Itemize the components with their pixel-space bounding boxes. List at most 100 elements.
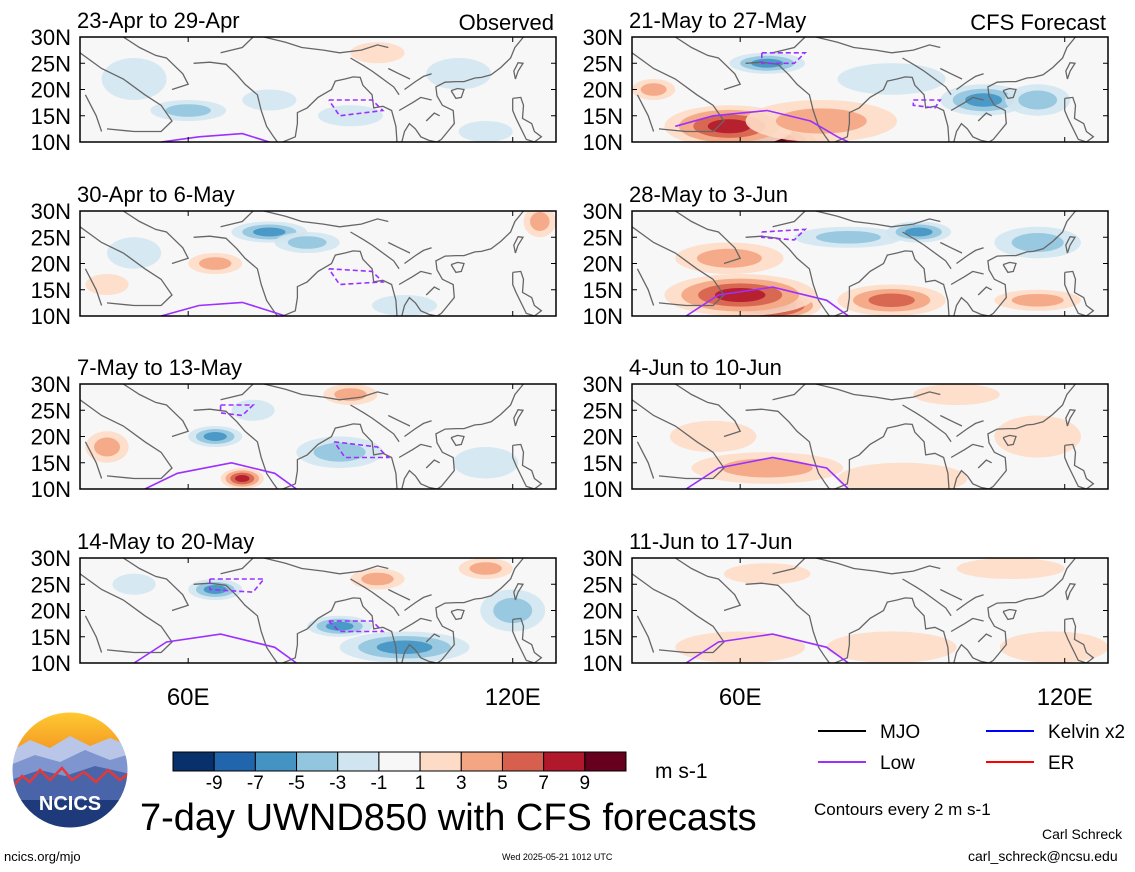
coastline-segment: [950, 270, 984, 286]
coastline-segment: [282, 250, 398, 316]
legend-label: Kelvin x2: [1048, 722, 1125, 743]
anomaly-field: [85, 384, 519, 489]
coastline-segment: [1064, 270, 1095, 316]
coastline-segment: [513, 235, 525, 254]
coastline-segment: [122, 37, 190, 91]
coastlines: [80, 558, 543, 663]
anomaly-blob: [350, 42, 405, 64]
coastline-segment: [632, 226, 725, 307]
coastline-segment: [404, 247, 432, 265]
coastlines: [632, 384, 1095, 489]
y-tick-label: 10N: [583, 304, 623, 329]
coastline-segment: [220, 558, 254, 575]
anomaly-field: [85, 211, 556, 316]
coastline-segment: [674, 37, 742, 91]
coastline-segment: [84, 615, 103, 653]
coastline-segment: [953, 558, 1077, 663]
anomaly-blob: [994, 415, 1081, 458]
panel-date-label: 23-Apr to 29-Apr: [77, 8, 240, 33]
anomaly-blob: [714, 288, 766, 302]
coastline-segment: [902, 57, 952, 96]
coastline-segment: [388, 241, 411, 254]
y-tick-label: 20N: [583, 425, 623, 450]
anomaly-blob: [1018, 90, 1058, 110]
y-tick-label: 30N: [31, 25, 71, 50]
coastlines: [80, 384, 543, 489]
coastline-segment: [674, 211, 742, 265]
anomaly-blob: [458, 121, 513, 142]
coastline-segment: [940, 241, 963, 254]
coastline-segment: [632, 573, 725, 654]
coastline-segment: [282, 76, 398, 142]
coastline-segment: [388, 414, 411, 427]
colorbar-swatch: [378, 751, 421, 772]
low-contour-line: [328, 620, 385, 633]
coastline-segment: [815, 37, 941, 54]
colorbar-swatch: [337, 751, 380, 772]
anomaly-blob: [107, 237, 162, 269]
low-contours: [160, 268, 385, 316]
coastline-segment: [193, 582, 278, 663]
x-tick-label: 60E: [719, 684, 762, 711]
low-contour-line: [328, 268, 385, 286]
low-contours: [685, 228, 849, 316]
anomaly-field: [112, 558, 546, 663]
panel-date-label: 7-May to 13-May: [77, 355, 242, 380]
coastline-segment: [1064, 443, 1095, 489]
y-tick-label: 25N: [583, 398, 623, 423]
coastline-segment: [815, 558, 941, 575]
x-tick-label: 120E: [1037, 684, 1093, 711]
coastline-segment: [1002, 608, 1017, 621]
y-tick-label: 20N: [583, 599, 623, 624]
coastline-segment: [772, 384, 806, 401]
anomaly-blob: [723, 563, 811, 585]
anomaly-blob: [469, 562, 502, 575]
coastline-segment: [80, 52, 173, 133]
low-contours: [144, 404, 391, 489]
anomaly-blob: [426, 58, 492, 90]
coastline-segment: [513, 582, 525, 601]
coastline-segment: [636, 94, 655, 132]
anomaly-blob: [956, 558, 1065, 579]
coastline-segment: [398, 270, 432, 286]
y-tick-label: 30N: [583, 372, 623, 397]
anomaly-blob: [826, 631, 957, 663]
coastline-segment: [902, 578, 952, 617]
panel-background: [80, 211, 556, 316]
coastline-segment: [220, 211, 254, 228]
colorbar-tick-label: -7: [247, 773, 264, 794]
low-contours: [160, 99, 385, 142]
anomaly-blob: [203, 432, 227, 441]
colorbar: -9 -7 -5 -3 -1 1 3 5 7 9: [172, 751, 627, 794]
coastline-segment: [512, 96, 543, 142]
anomaly-blob: [640, 83, 667, 96]
column-label: CFS Forecast: [970, 10, 1106, 35]
coastline-segment: [513, 61, 525, 80]
low-contour-line: [160, 132, 270, 142]
coastline-segment: [404, 73, 432, 91]
coastline-segment: [956, 594, 984, 612]
coastline-segment: [388, 67, 411, 80]
panel-date-label: 11-Jun to 17-Jun: [629, 529, 792, 554]
low-contour-line: [160, 301, 286, 316]
coastline-segment: [632, 52, 725, 133]
colorbar-tick-label: -5: [288, 773, 305, 794]
coastline-segment: [977, 459, 992, 469]
coastline-segment: [636, 615, 655, 653]
coastline-segment: [902, 404, 952, 443]
coastline-segment: [1065, 61, 1077, 80]
coastline-segment: [350, 57, 400, 96]
colorbar-swatch: [172, 751, 215, 772]
anomaly-blob: [1011, 293, 1064, 307]
legend-label: Low: [880, 753, 915, 774]
colorbar-tick-label: -9: [206, 773, 223, 794]
y-tick-label: 30N: [583, 199, 623, 224]
anomaly-blob: [837, 63, 946, 95]
anomaly-blob: [707, 119, 751, 134]
y-tick-label: 25N: [31, 398, 71, 423]
coastline-segment: [745, 408, 830, 489]
y-tick-label: 15N: [583, 451, 623, 476]
